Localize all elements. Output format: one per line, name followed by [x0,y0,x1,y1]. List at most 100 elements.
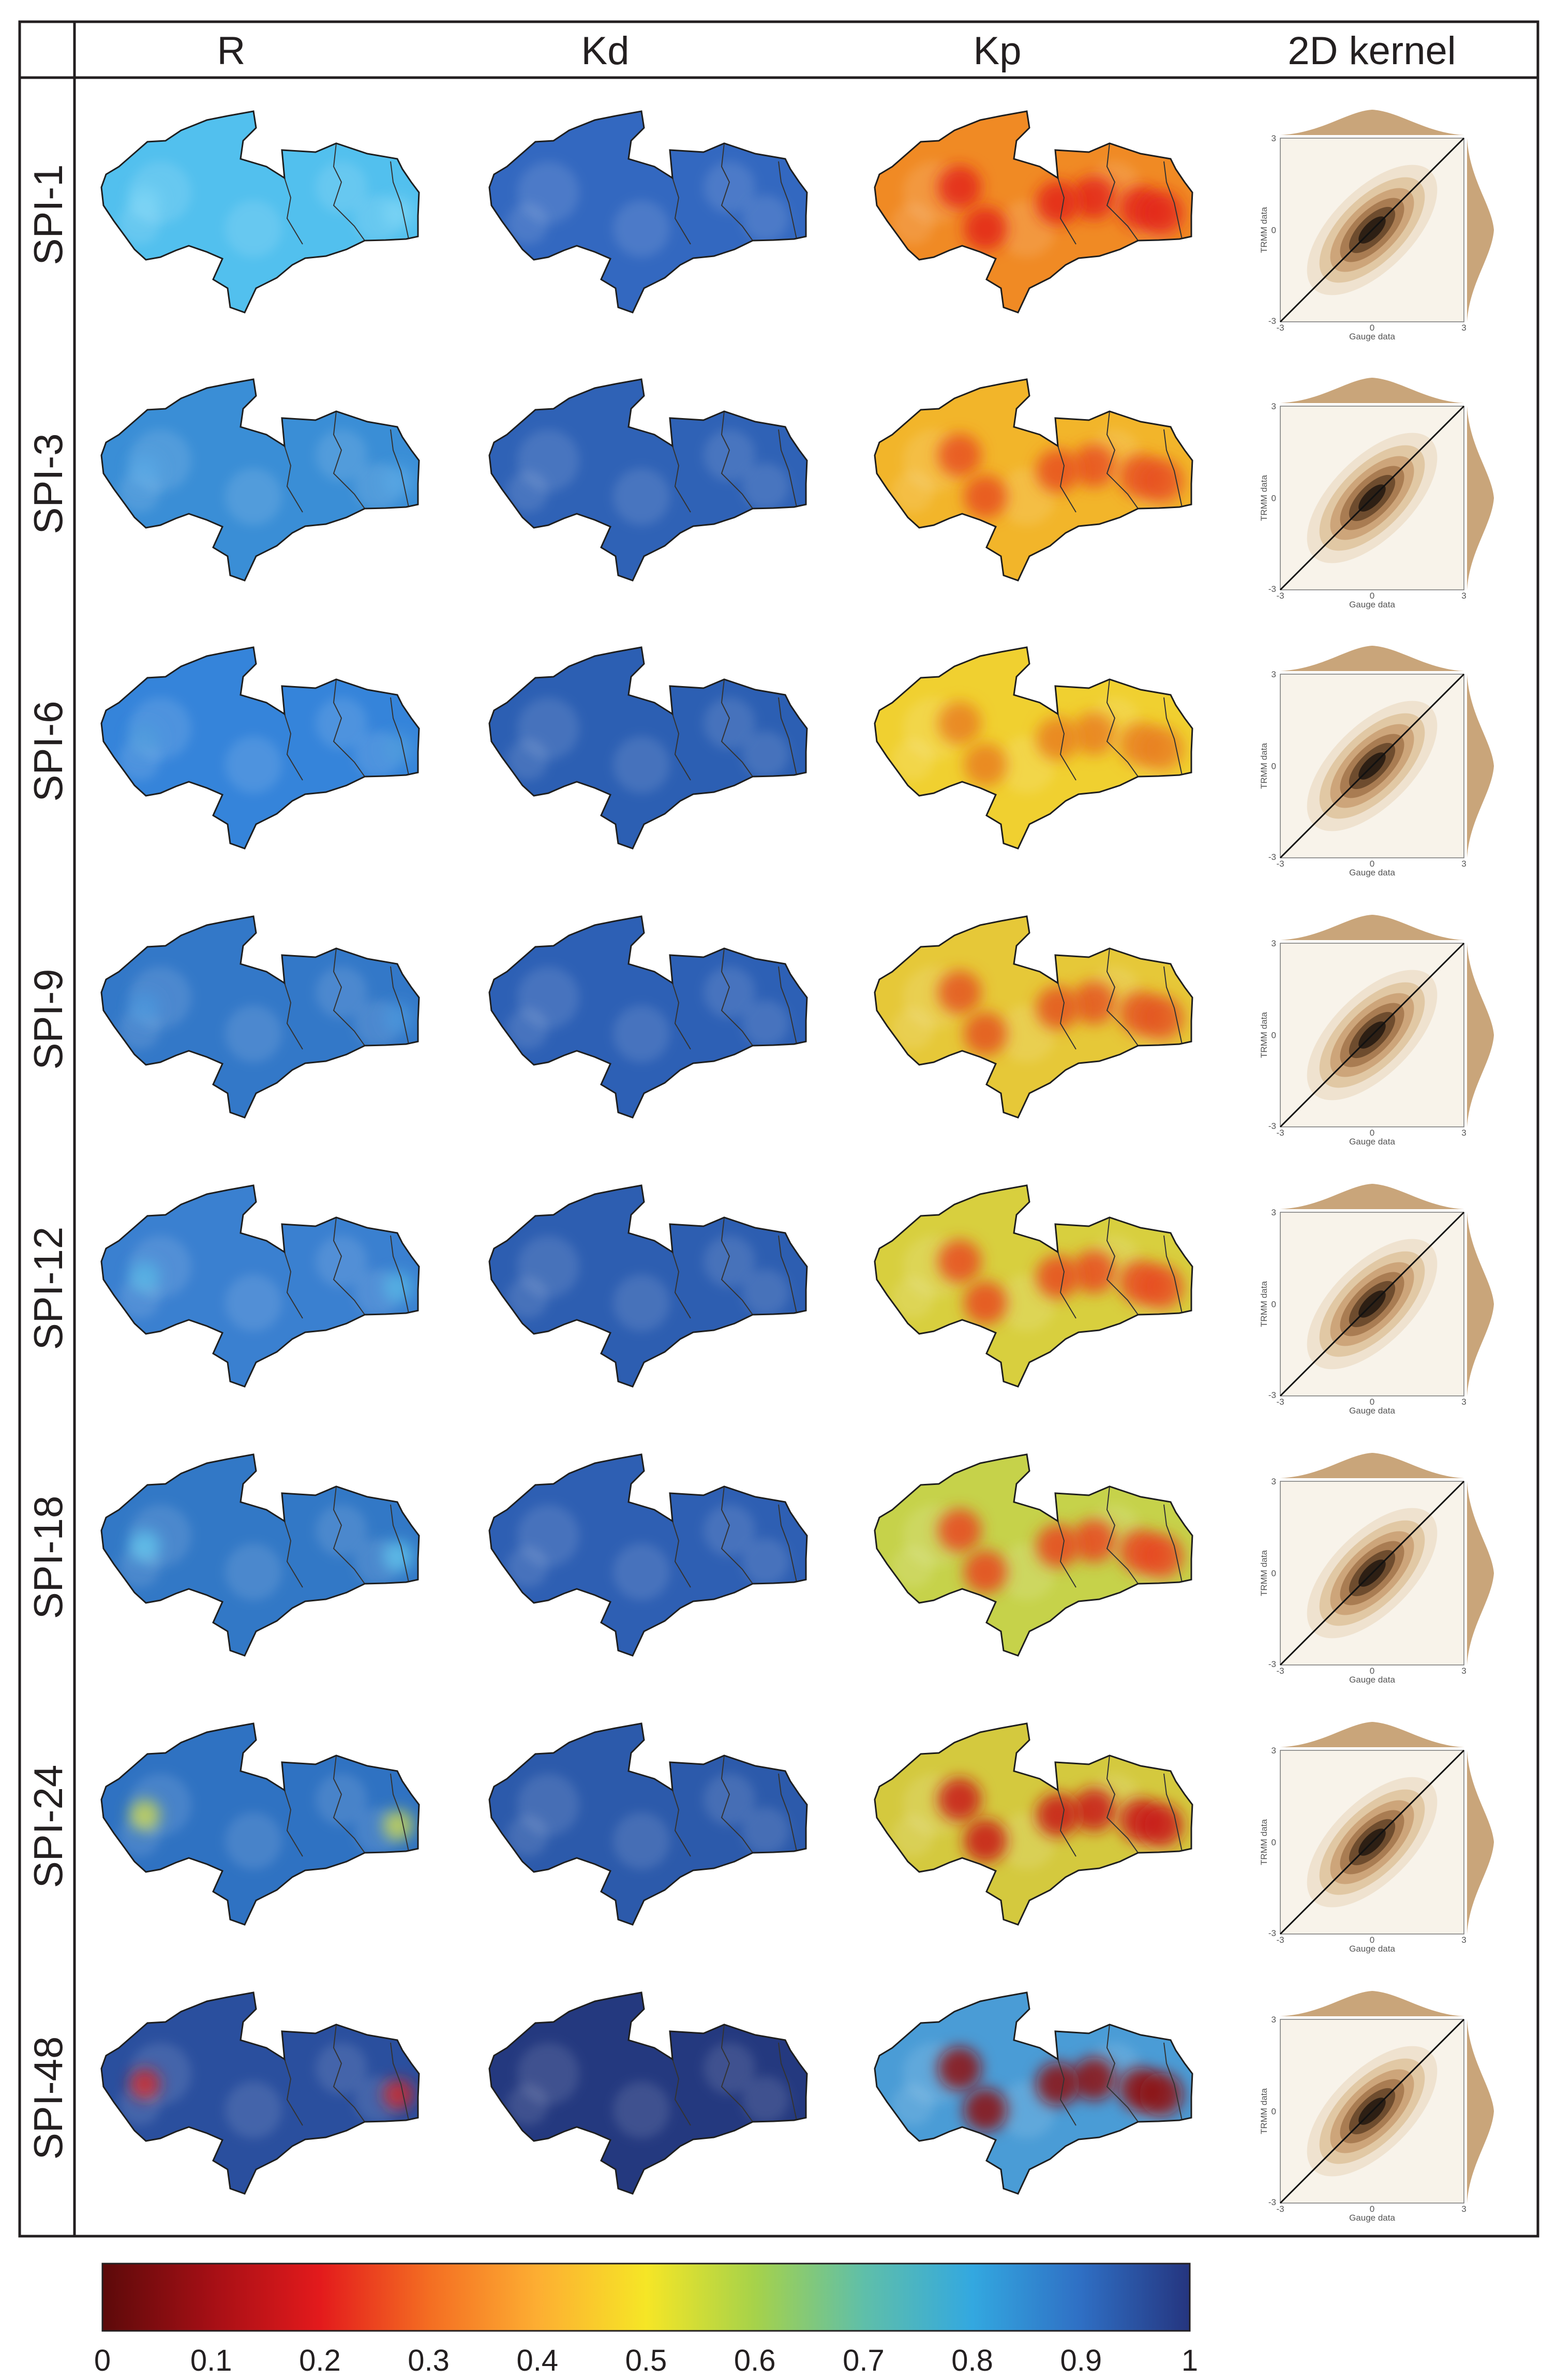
map-variation-blob [507,2084,548,2125]
colorbar-bar [101,2263,1191,2332]
map-variation-blob [704,161,755,213]
kernel-x-label: Gauge data [1349,1137,1395,1147]
map-hotspot [1036,181,1080,225]
map-variation-blob [316,1236,367,1287]
kernel-x-tick: 3 [1461,1935,1466,1945]
map-internal-boundary [1057,1521,1076,1588]
identity-line [1279,2018,1465,2204]
kernel-plot-spi-1: -3 0 3 3 0 -3 Gauge data TRMM data [1259,110,1494,341]
kernel-y-tick: 0 [1271,2107,1276,2117]
map-hotspot [383,1003,414,1034]
map-hotspot [938,1240,981,1283]
map-internal-boundary [390,1773,409,1852]
kernel-y-tick: 3 [1271,133,1276,143]
map-variation-blob [225,2081,282,2138]
map-hotspot [938,166,981,209]
kernel-x-tick: 3 [1461,1397,1466,1407]
map-kd-spi-1 [488,110,808,314]
map-variation-blob [742,1000,789,1047]
kernel-x-tick: -3 [1276,2204,1284,2214]
column-header-kd: Kd [581,29,630,73]
map-internal-boundary [333,143,365,241]
map-hotspot [964,743,1007,786]
kernel-x-tick: -3 [1276,1128,1284,1138]
map-hotspot [964,1819,1007,1863]
map-variation-blob [316,1505,367,1556]
map-internal-boundary [1057,983,1076,1050]
map-hotspot [1072,1519,1116,1563]
table-frame [18,20,1539,2238]
marginal-density-top [1280,378,1464,403]
kernel-x-tick: 0 [1370,1666,1374,1676]
map-kd-spi-24 [488,1722,808,1926]
kernel-y-label: TRMM data [1259,743,1269,789]
map-internal-boundary [1057,1252,1076,1319]
marginal-density-top [1280,915,1464,940]
map-variation-blob [613,2081,670,2138]
map-variation-blob [507,1546,548,1587]
marginal-density-top [1280,646,1464,671]
map-variation-blob [225,468,282,525]
kernel-x-tick: -3 [1276,1666,1284,1676]
map-internal-boundary [672,445,691,513]
map-hotspot [383,1272,414,1303]
kernel-y-label: TRMM data [1259,475,1269,521]
map-variation-blob [613,736,670,793]
identity-line [1279,137,1465,323]
map-internal-boundary [721,1217,753,1315]
row-label-spi-24: SPI-24 [25,1765,71,1888]
map-hotspot [383,1541,414,1572]
kernel-y-tick: 0 [1271,1300,1276,1310]
map-kp-spi-18 [874,1453,1193,1657]
identity-line [1279,1749,1465,1935]
map-variation-blob [613,1274,670,1331]
map-variation-blob [704,966,755,1018]
colorbar-tick-label: 0.4 [516,2344,558,2377]
map-variation-blob [704,2043,755,2094]
colorbar-tick-label: 0.2 [299,2344,341,2377]
map-r-spi-48 [100,1991,420,2195]
map-hotspot [1072,2057,1116,2101]
colorbar-tick-label: 1 [1181,2344,1198,2377]
map-kp-spi-1 [874,110,1193,314]
map-hotspot [964,207,1007,250]
map-internal-boundary [1163,161,1183,240]
map-kp-spi-48 [874,1991,1193,2195]
kernel-y-label: TRMM data [1259,1550,1269,1596]
kernel-y-tick: 3 [1271,670,1276,679]
map-variation-blob [892,739,934,780]
map-variation-blob [225,1274,282,1331]
marginal-density-top [1280,1991,1464,2016]
map-internal-boundary [778,161,797,240]
map-variation-blob [742,1538,789,1585]
map-variation-blob [613,1812,670,1869]
kernel-y-tick: 0 [1271,1031,1276,1040]
map-hotspot [1036,717,1080,761]
map-variation-blob [742,2076,789,2123]
map-kp-spi-6 [874,646,1193,850]
map-variation-blob [892,1815,934,1856]
map-internal-boundary [1106,411,1139,509]
kernel-x-tick: -3 [1276,1397,1284,1407]
map-internal-boundary [721,948,753,1046]
map-hotspot [964,1281,1007,1325]
map-internal-boundary [1106,679,1139,777]
kernel-y-label: TRMM data [1259,2088,1269,2134]
kernel-x-tick: 0 [1370,323,1374,333]
map-internal-boundary [390,1235,409,1314]
kernel-y-tick: -3 [1268,584,1276,594]
map-internal-boundary [778,429,797,508]
row-label-spi-6: SPI-6 [25,701,71,801]
kernel-y-tick: 0 [1271,494,1276,503]
map-internal-boundary [333,679,365,777]
kernel-x-label: Gauge data [1349,2213,1395,2223]
map-internal-boundary [390,697,409,776]
map-internal-boundary [1057,2059,1076,2126]
map-kd-spi-3 [488,378,808,582]
marginal-density-right [1467,138,1494,322]
map-internal-boundary [333,411,365,509]
map-variation-blob [225,1005,282,1062]
map-kp-spi-3 [874,378,1193,582]
colorbar-tick-label: 0.3 [408,2344,450,2377]
map-hotspot [129,1530,160,1561]
